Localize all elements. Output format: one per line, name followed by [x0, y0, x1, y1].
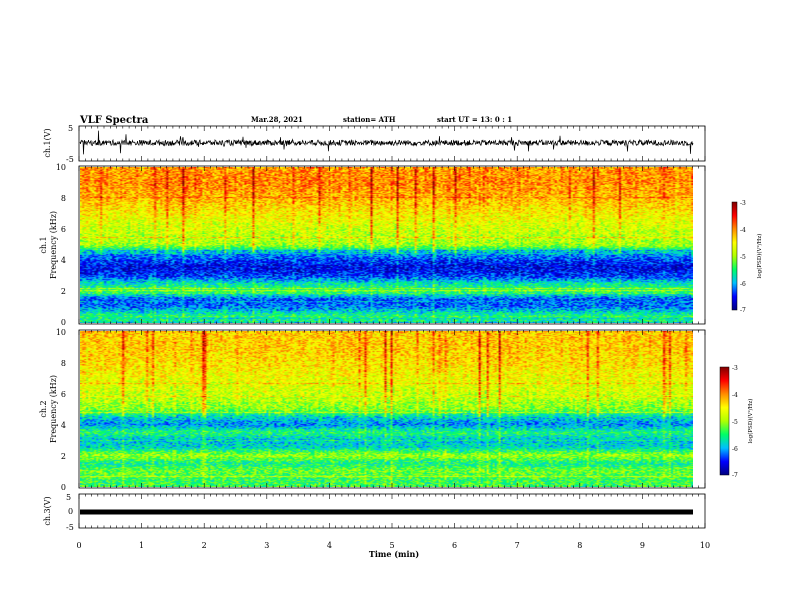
ch2-cb-tick-m5: -5: [732, 419, 738, 426]
ch3-waveform-panel: 5 0 -5 ch.3(V): [43, 493, 706, 532]
ch2-colorbar-bar: [719, 366, 730, 476]
ch1-waveform-ylabel: ch.1(V): [43, 128, 52, 157]
figure-title: VLF Spectra: [79, 115, 149, 126]
ch3-waveform-line: [80, 509, 693, 515]
ch2-freq-tick-0: 0: [61, 483, 66, 492]
time-tick-label: 1: [139, 541, 144, 550]
time-tick-label: 2: [202, 541, 207, 550]
ch2-freq-tick-6: 6: [61, 390, 66, 399]
time-tick-marks: [78, 126, 706, 528]
ch3-ytick-bottom: -5: [66, 523, 74, 532]
ch1-ytick-bottom: -5: [66, 155, 74, 164]
ch1-spectrogram-yticks: 0 2 4 6 8 10: [56, 163, 66, 327]
ch1-spectrogram-ylabel: ch.1Frequency (kHz): [39, 211, 58, 279]
time-axis-label: Time (min): [369, 549, 419, 559]
station-label: station= ATH: [343, 115, 396, 124]
time-tick-label: 4: [327, 541, 332, 550]
ch1-cb-tick-m6: -6: [740, 281, 746, 288]
ch2-spectrogram-ylabel: ch.2Frequency (kHz): [39, 375, 58, 443]
ch1-waveform-panel: 5 -5 ch.1(V): [43, 124, 706, 164]
time-tick-label: 8: [577, 541, 582, 550]
time-tick-label: 6: [452, 541, 457, 550]
ch2-spectrogram-yticks: 0 2 4 6 8 10: [56, 328, 66, 492]
ch2-cb-tick-m3: -3: [732, 365, 738, 372]
time-tick-label: 9: [640, 541, 645, 550]
ch1-spectrogram-image: [80, 167, 693, 323]
ch1-freq-tick-6: 6: [61, 225, 66, 234]
ch2-spectrogram-image: [80, 331, 693, 487]
ch1-freq-tick-0: 0: [61, 318, 66, 327]
ch1-freq-tick-10: 10: [56, 163, 66, 172]
ch1-freq-tick-8: 8: [61, 194, 66, 203]
time-axis-ticks: 0 1 2 3 4 5 6 7 8 9 10: [76, 541, 710, 550]
ch1-colorbar-label: log(PSD)(V²/Hz): [756, 234, 763, 279]
ch2-colorbar-label: log(PSD)(V²/Hz): [747, 399, 754, 444]
ch1-freq-tick-2: 2: [61, 287, 66, 296]
ch1-ytick-top: 5: [68, 124, 73, 133]
ch3-ytick-mid: 0: [68, 507, 73, 516]
date-label: Mar.28, 2021: [251, 115, 303, 124]
ch2-cb-tick-m6: -6: [732, 446, 738, 453]
ch2-freq-tick-8: 8: [61, 359, 66, 368]
ch2-colorbar: -3 -4 -5 -6 -7 log(PSD)(V²/Hz): [719, 365, 754, 479]
ch1-cb-tick-m5: -5: [740, 254, 746, 261]
ch3-waveform-ylabel: ch.3(V): [43, 496, 52, 525]
time-tick-label: 0: [76, 541, 81, 550]
ch2-spectrogram-panel: 0 2 4 6 8 10 ch.2Frequency (kHz): [39, 328, 706, 492]
ch1-colorbar-bar: [731, 201, 738, 311]
time-tick-label: 3: [264, 541, 269, 550]
ch2-cb-tick-m4: -4: [732, 392, 738, 399]
ch1-freq-tick-4: 4: [61, 256, 66, 265]
time-tick-label: 10: [700, 541, 710, 550]
start-ut-label: start UT = 13: 0 : 1: [437, 115, 512, 124]
ch1-cb-tick-m3: -3: [740, 200, 746, 207]
ch2-freq-tick-4: 4: [61, 421, 66, 430]
ch2-cb-tick-m7: -7: [732, 472, 738, 479]
ch1-waveform-line: [79, 130, 694, 155]
time-tick-label: 5: [389, 541, 394, 550]
ch3-ytick-top: 5: [66, 493, 71, 502]
time-tick-label: 7: [515, 541, 520, 550]
ch1-cb-tick-m7: -7: [740, 307, 746, 314]
ch1-colorbar: -3 -4 -5 -6 -7 log(PSD)(V²/Hz): [731, 200, 763, 314]
ch2-freq-tick-10: 10: [56, 328, 66, 337]
ch1-spectrogram-panel: 0 2 4 6 8 10 ch.1Frequency (kHz): [39, 163, 706, 327]
ch1-cb-tick-m4: -4: [740, 227, 746, 234]
ch2-freq-tick-2: 2: [61, 452, 66, 461]
